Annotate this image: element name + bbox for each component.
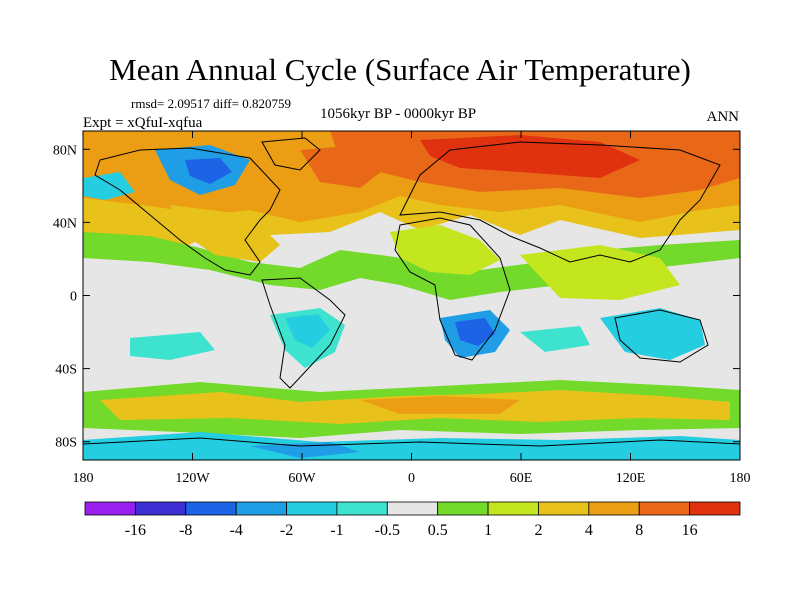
rmsd-diff-stats: rmsd= 2.09517 diff= 0.820759: [131, 96, 291, 111]
north-america-warming: [170, 205, 280, 262]
x-tick-label: 0: [408, 471, 415, 486]
south-america-coast: [261, 277, 346, 389]
antarctica-coast: [83, 437, 740, 447]
greenland-coast: [261, 137, 321, 171]
x-tick-label: 60E: [510, 471, 533, 486]
greenland-cooling-core: [185, 158, 232, 184]
colorbar-swatch: [84, 501, 136, 516]
colorbar-swatch: [638, 501, 691, 516]
colorbar-swatch: [689, 501, 741, 516]
colorbar-swatch: [235, 501, 287, 516]
east-pacific-cooling: [130, 332, 215, 360]
colorbar-swatch: [286, 501, 338, 516]
africa-coast: [394, 217, 511, 361]
period-label: 1056kyr BP - 0000kyr BP: [320, 106, 477, 122]
x-tick-label: 180: [73, 471, 94, 486]
x-tick-label: 120E: [616, 471, 646, 486]
north-america-coast: [94, 147, 281, 276]
colorbar-swatch: [437, 501, 489, 516]
southern-ocean-strong: [360, 396, 520, 414]
colorbar: -16 -8 -4 -2 -1 -0.5 0.5 1 2 4 8 16: [84, 501, 741, 539]
colorbar-label: -0.5: [375, 522, 400, 539]
chart-title: Mean Annual Cycle (Surface Air Temperatu…: [109, 52, 691, 87]
colorbar-label: 16: [682, 522, 698, 539]
y-tick-label: 40N: [53, 216, 77, 231]
colorbar-swatch: [487, 501, 539, 516]
north-subtropic-band: [83, 232, 740, 300]
indian-ocean-cooling: [520, 326, 590, 352]
y-tick-label: 80S: [55, 436, 77, 451]
season-label: ANN: [706, 109, 740, 125]
colorbar-label: -8: [179, 522, 192, 539]
colorbar-swatch: [336, 501, 388, 516]
colorbar-label: 2: [534, 522, 542, 539]
eurasia-coast: [399, 141, 721, 263]
coastlines: [83, 137, 740, 447]
colorbar-label: -1: [330, 522, 343, 539]
north-atlantic-hotspot: [300, 145, 390, 188]
map-field: [83, 131, 740, 460]
colorbar-swatch: [538, 501, 590, 516]
x-tick-label: 120W: [175, 471, 210, 486]
australia-cooling: [600, 308, 705, 360]
antarctic-cooling: [83, 432, 740, 460]
colorbar-label: -4: [229, 522, 242, 539]
y-tick-label: 40S: [55, 363, 77, 378]
colorbar-label: -2: [280, 522, 293, 539]
africa-sahara-warming: [390, 225, 500, 275]
colorbar-swatch: [386, 501, 439, 516]
colorbar-label: 0.5: [428, 522, 448, 539]
colorbar-label: 1: [484, 522, 492, 539]
colorbar-swatch: [134, 501, 187, 516]
antarctic-cooling-core: [250, 442, 360, 458]
y-axis-ticks: 80N 40N 0 40S 80S: [53, 143, 740, 451]
colorbar-swatch: [185, 501, 237, 516]
colorbar-label: 8: [635, 522, 643, 539]
asia-tropical-band: [520, 245, 680, 300]
x-axis-ticks: 180 120W 60W 0 60E 120E 180: [73, 131, 751, 486]
colorbar-label: 4: [585, 522, 593, 539]
x-tick-label: 60W: [288, 471, 316, 486]
experiment-label: Expt = xQfuI-xqfua: [83, 115, 203, 131]
alaska-cooling: [83, 172, 135, 200]
colorbar-label: -16: [125, 522, 146, 539]
y-tick-label: 0: [70, 290, 77, 305]
southern-africa-cooling-core: [455, 318, 495, 346]
y-tick-label: 80N: [53, 143, 77, 158]
siberia-hotspot: [420, 135, 640, 178]
australia-coast: [614, 309, 709, 363]
south-america-cooling-core: [285, 314, 330, 348]
colorbar-swatch: [588, 501, 640, 516]
x-tick-label: 180: [730, 471, 751, 486]
